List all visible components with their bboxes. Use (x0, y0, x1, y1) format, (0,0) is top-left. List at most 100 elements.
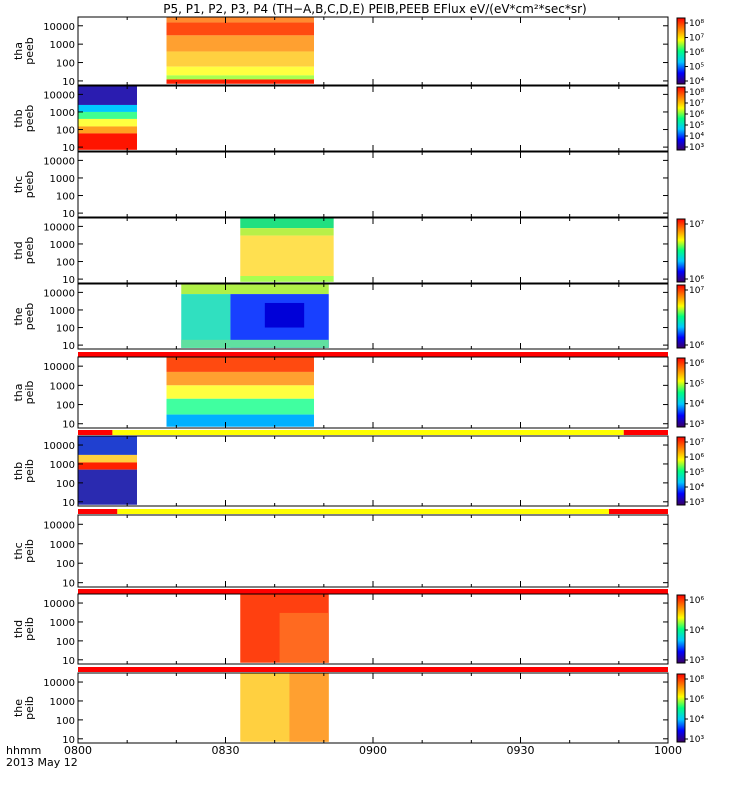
y-tick-label: 10 (62, 420, 75, 431)
panel-frame (77, 85, 669, 152)
spectrogram-band (166, 398, 314, 415)
panels-group: 10000100010010thapeeb10⁸10⁷10⁶10⁵10⁴1000… (12, 16, 704, 746)
status-bar-segment (78, 667, 668, 672)
x-tick-label: 0800 (64, 744, 92, 757)
panel-label: peib (23, 539, 36, 563)
spectrogram-band (166, 17, 314, 23)
y-tick-label: 1000 (50, 174, 75, 185)
y-tick-label: 10 (62, 498, 75, 509)
panel-label: the (12, 307, 25, 325)
colorbar-tick-label: 10⁵ (689, 468, 704, 478)
colorbar-tick-label: 10⁸ (689, 88, 704, 98)
panel-label: peeb (23, 237, 36, 265)
panel-label: the (12, 699, 25, 717)
spectrogram-band (181, 284, 329, 295)
y-tick-label: 1000 (50, 697, 75, 708)
status-bar-segment (78, 509, 118, 514)
spectrogram-band (166, 75, 314, 80)
colorbar (676, 357, 686, 428)
colorbar-tick-label: 10⁴ (689, 132, 704, 142)
spectrogram-band (166, 385, 314, 399)
panel-label: thd (12, 241, 25, 259)
panel-label: peib (23, 696, 36, 720)
colorbar-tick-label: 10³ (689, 143, 704, 153)
colorbar-tick-label: 10³ (689, 735, 704, 745)
colorbar-tick-label: 10⁷ (689, 286, 704, 296)
x-tick-label: 1000 (654, 744, 682, 757)
y-tick-label: 10 (62, 735, 75, 746)
y-tick-label: 100 (56, 59, 75, 70)
panel-label: peib (23, 381, 36, 405)
spectrogram-band (78, 436, 137, 455)
spectrogram-band (166, 357, 314, 372)
colorbar-tick-label: 10⁷ (689, 220, 704, 230)
panel-frame (77, 514, 669, 588)
colorbar-tick-label: 10⁴ (689, 715, 704, 725)
colorbar-tick-label: 10⁶ (689, 48, 704, 58)
colorbar-tick-label: 10³ (689, 498, 704, 508)
date-label: 2013 May 12 (6, 756, 78, 769)
spectrogram-band (78, 462, 137, 470)
spectrogram-band (78, 126, 137, 134)
spectrogram-band (289, 673, 329, 742)
x-tick-label: 0930 (507, 744, 535, 757)
colorbar-tick-label: 10⁴ (689, 483, 704, 493)
panel-label: tha (12, 383, 25, 401)
spectrogram-band (166, 51, 314, 67)
colorbar (676, 86, 686, 151)
y-tick-label: 10000 (43, 22, 75, 33)
y-tick-label: 10000 (43, 678, 75, 689)
status-bar-segment (78, 589, 668, 594)
y-tick-label: 10000 (43, 222, 75, 233)
colorbar-tick-label: 10⁶ (689, 275, 704, 285)
spectrogram-band (279, 612, 329, 663)
colorbar-tick-label: 10⁸ (689, 675, 704, 685)
status-bar-segment (609, 509, 668, 514)
y-tick-label: 1000 (50, 460, 75, 471)
colorbar-tick-label: 10⁸ (689, 19, 704, 29)
colorbar-tick-label: 10⁴ (689, 77, 704, 87)
y-tick-label: 10000 (43, 441, 75, 452)
y-tick-label: 10000 (43, 520, 75, 531)
colorbar-tick-label: 10⁷ (689, 438, 704, 448)
panel-label: thc (12, 176, 25, 193)
panel-label: peeb (23, 105, 36, 133)
colorbar-tick-label: 10⁶ (689, 695, 704, 705)
colorbar (676, 594, 686, 664)
y-tick-label: 100 (56, 716, 75, 727)
spectrogram-band (240, 218, 334, 229)
colorbar-tick-label: 10⁶ (689, 453, 704, 463)
colorbar-tick-label: 10⁴ (689, 626, 704, 636)
panel-frame (77, 435, 669, 507)
spectrogram-band (264, 302, 305, 328)
y-tick-label: 1000 (50, 240, 75, 251)
y-tick-label: 10000 (43, 362, 75, 373)
y-tick-label: 10000 (43, 90, 75, 101)
colorbar (676, 17, 686, 85)
spectrogram-band (166, 66, 314, 76)
spectrogram-band (78, 86, 137, 105)
y-tick-label: 10 (62, 656, 75, 667)
status-bar-segment (78, 430, 113, 435)
colorbar-tick-label: 10⁵ (689, 121, 704, 131)
colorbar-tick-label: 10⁶ (689, 359, 704, 369)
panel-label: peeb (23, 171, 36, 199)
y-tick-label: 1000 (50, 108, 75, 119)
colorbar-tick-label: 10⁴ (689, 400, 704, 410)
status-bar-segment (78, 352, 668, 357)
spectrogram-band (78, 133, 137, 150)
y-tick-label: 1000 (50, 306, 75, 317)
x-tick-label: 0900 (359, 744, 387, 757)
time-axis-unit-label: hhmm (6, 744, 41, 757)
spectrogram-band (166, 79, 314, 84)
panel-label: peib (23, 459, 36, 483)
y-tick-label: 100 (56, 258, 75, 269)
colorbar-tick-label: 10⁷ (689, 34, 704, 44)
spectrogram-band (166, 414, 314, 427)
